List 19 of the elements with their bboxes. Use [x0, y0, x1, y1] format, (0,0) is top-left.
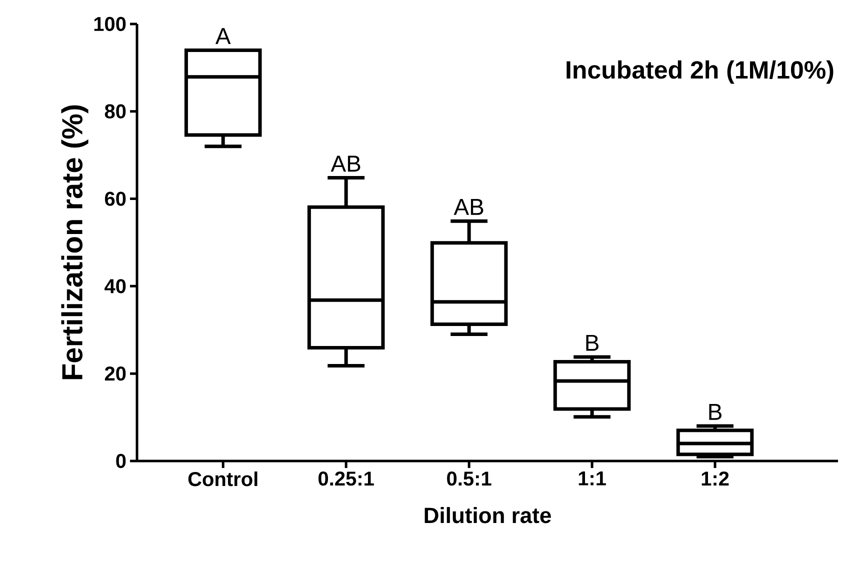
x-tick-label: 0.5:1 — [447, 472, 492, 486]
annotation: AB — [330, 156, 360, 172]
x-tick-label: 1:2 — [702, 472, 729, 486]
x-tick-label: 1:1 — [578, 472, 606, 486]
annotation: B — [586, 334, 598, 351]
x-axis-title: Dilution rate — [424, 507, 551, 524]
x-tick-label: Control — [188, 471, 258, 486]
y-axis-title: Fertilization rate (%) — [61, 105, 88, 380]
y-tick-label: 80 — [104, 104, 126, 118]
annotation: A — [215, 28, 231, 44]
text: Incubated 2h (1M/10%) — [566, 60, 834, 84]
x-tick-label: 0.25:1 — [318, 472, 374, 486]
y-tick-label: 40 — [104, 279, 126, 294]
y-tick-label: 20 — [104, 366, 126, 381]
annotation: AB — [454, 199, 484, 215]
annotation: B — [709, 404, 722, 420]
y-tick-label: 60 — [104, 192, 126, 206]
y-tick-label: 100 — [94, 16, 126, 32]
y-tick-label: 0 — [116, 454, 126, 468]
